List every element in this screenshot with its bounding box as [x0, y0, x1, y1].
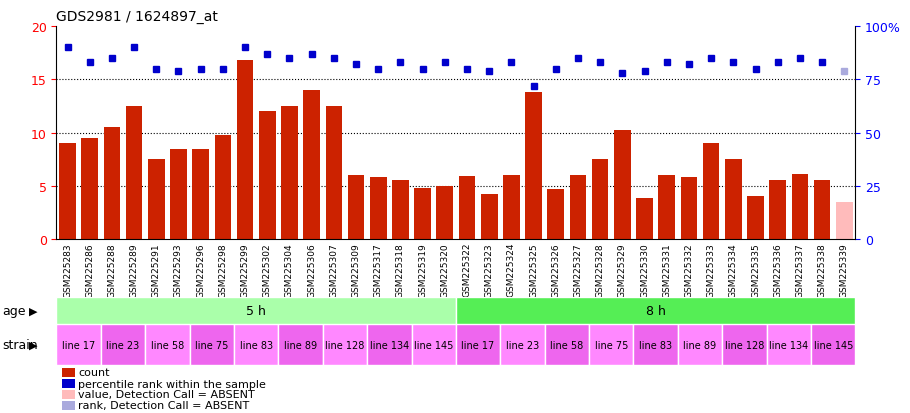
Bar	[281, 107, 298, 240]
Bar	[278, 324, 323, 366]
Bar	[589, 324, 633, 366]
Text: line 134: line 134	[369, 340, 409, 350]
Bar	[104, 128, 120, 240]
Bar	[101, 324, 146, 366]
Bar	[259, 112, 276, 240]
Text: count: count	[78, 368, 110, 377]
Bar	[503, 176, 520, 240]
Bar	[59, 144, 76, 240]
Bar	[126, 107, 143, 240]
Bar	[215, 135, 231, 240]
Bar	[592, 160, 609, 240]
Bar	[81, 138, 98, 240]
Bar	[659, 176, 675, 240]
Bar	[614, 131, 631, 240]
Text: rank, Detection Call = ABSENT: rank, Detection Call = ABSENT	[78, 400, 249, 410]
Text: line 17: line 17	[62, 340, 96, 350]
Bar	[725, 160, 742, 240]
Text: line 89: line 89	[284, 340, 317, 350]
Bar	[56, 324, 101, 366]
Bar	[811, 324, 855, 366]
Bar	[747, 197, 763, 240]
Text: 5 h: 5 h	[247, 304, 266, 317]
Text: strain: strain	[2, 338, 37, 351]
Text: line 134: line 134	[769, 340, 808, 350]
Bar	[369, 178, 387, 240]
Text: line 58: line 58	[551, 340, 583, 350]
Bar	[681, 178, 697, 240]
Text: line 58: line 58	[151, 340, 184, 350]
Bar	[348, 176, 364, 240]
Bar	[323, 324, 367, 366]
Text: line 17: line 17	[461, 340, 495, 350]
Bar	[414, 188, 431, 240]
Text: line 75: line 75	[195, 340, 228, 350]
Bar	[456, 324, 501, 366]
Text: line 83: line 83	[239, 340, 273, 350]
Bar	[234, 324, 278, 366]
Bar	[633, 324, 678, 366]
Bar	[678, 324, 723, 366]
Bar	[189, 324, 234, 366]
Bar	[548, 190, 564, 240]
Text: line 89: line 89	[683, 340, 716, 350]
Bar	[303, 91, 320, 240]
Text: age: age	[2, 304, 25, 317]
Bar	[723, 324, 766, 366]
Bar	[766, 324, 811, 366]
Text: value, Detection Call = ABSENT: value, Detection Call = ABSENT	[78, 389, 255, 399]
Bar	[237, 61, 253, 240]
Bar	[814, 181, 831, 240]
Bar	[459, 177, 475, 240]
Bar	[525, 93, 542, 240]
Text: line 128: line 128	[724, 340, 764, 350]
Bar	[769, 181, 786, 240]
Bar	[501, 324, 545, 366]
Bar	[545, 324, 589, 366]
Text: 8 h: 8 h	[646, 304, 665, 317]
Bar	[326, 107, 342, 240]
Text: line 145: line 145	[814, 340, 853, 350]
Bar	[836, 202, 853, 240]
Text: line 128: line 128	[325, 340, 365, 350]
Bar	[636, 198, 652, 240]
Bar	[703, 144, 720, 240]
Bar	[367, 324, 411, 366]
Text: line 23: line 23	[106, 340, 139, 350]
Bar	[146, 324, 189, 366]
Text: ▶: ▶	[29, 306, 37, 316]
Bar	[56, 297, 456, 324]
Bar	[437, 186, 453, 240]
Text: line 145: line 145	[414, 340, 453, 350]
Bar	[792, 175, 808, 240]
Text: ▶: ▶	[29, 340, 37, 350]
Text: line 83: line 83	[639, 340, 672, 350]
Bar	[170, 149, 187, 240]
Text: line 23: line 23	[506, 340, 539, 350]
Text: percentile rank within the sample: percentile rank within the sample	[78, 379, 266, 389]
Bar	[411, 324, 456, 366]
Bar	[480, 195, 498, 240]
Bar	[570, 176, 586, 240]
Text: GDS2981 / 1624897_at: GDS2981 / 1624897_at	[56, 10, 218, 24]
Bar	[192, 149, 209, 240]
Bar	[456, 297, 855, 324]
Text: line 75: line 75	[594, 340, 628, 350]
Bar	[148, 160, 165, 240]
Bar	[392, 181, 409, 240]
